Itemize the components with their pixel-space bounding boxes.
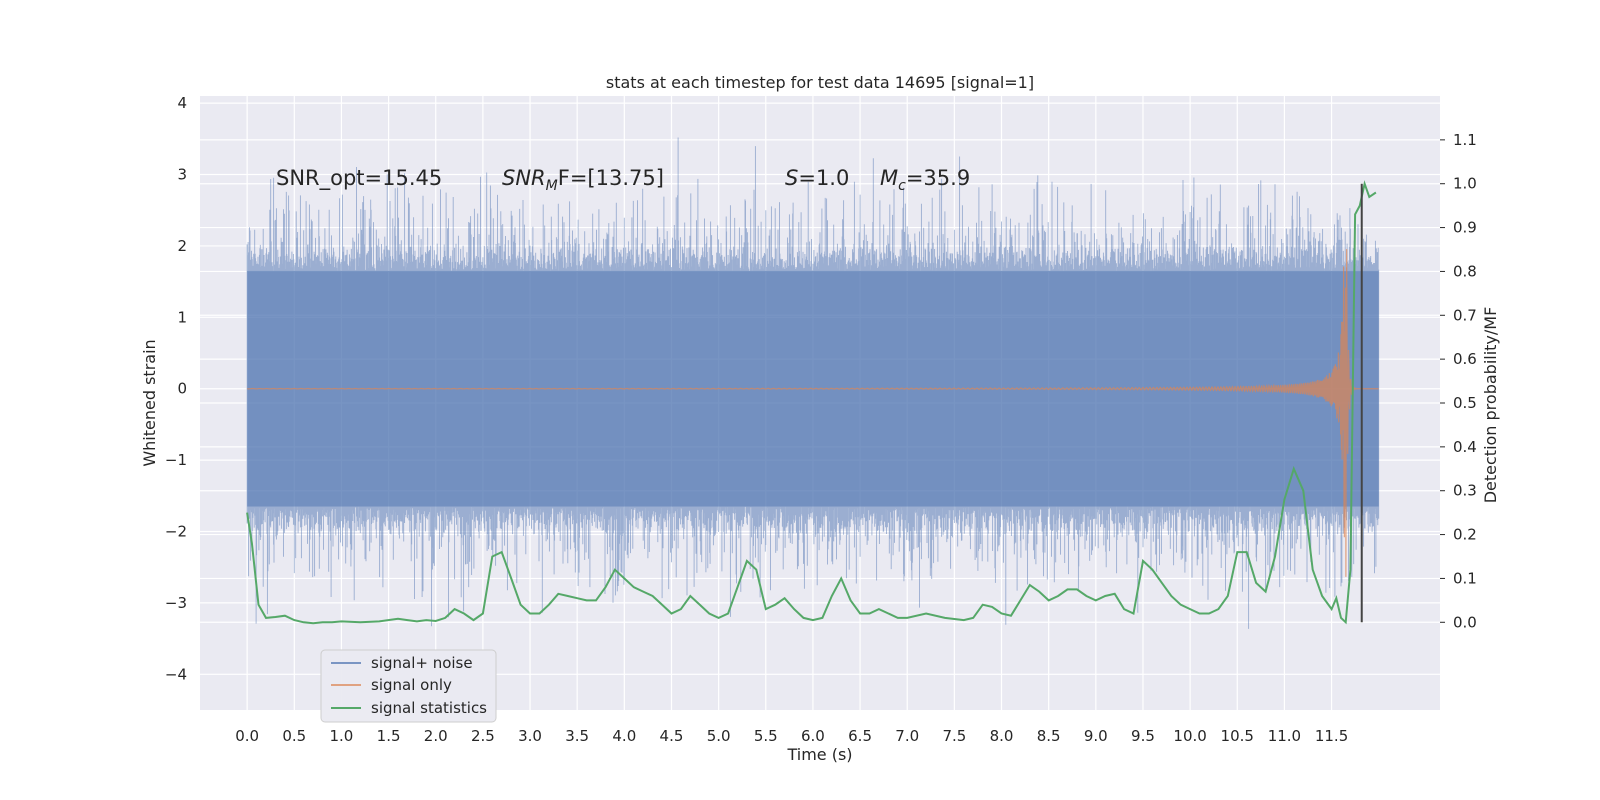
- x-tick-label-19: 9.5: [1131, 727, 1155, 745]
- x-tick-label-21: 10.5: [1221, 727, 1254, 745]
- signal-statistics-series: [246, 180, 1377, 625]
- x-tick-label-11: 5.5: [754, 727, 778, 745]
- annotation-mc-val: =35.9: [906, 166, 970, 190]
- y-right-tick-label-10: 0.1: [1453, 569, 1477, 587]
- x-tick-label-13: 6.5: [848, 727, 872, 745]
- x-tick-label-15: 7.5: [942, 727, 966, 745]
- legend-label-stats: signal statistics: [371, 699, 487, 717]
- y-tick-labels: 4 3 2 1 0 −1 −2 −3 −4: [165, 94, 187, 683]
- y-tick-label-7: −3: [165, 594, 187, 612]
- x-tick-label-2: 1.0: [330, 727, 354, 745]
- y-right-tick-label-4: 0.7: [1453, 306, 1477, 324]
- annotation-s-var: S: [785, 166, 798, 190]
- y-right-tick-label-5: 0.6: [1453, 350, 1477, 368]
- signal-trace: [247, 249, 1379, 577]
- x-tick-label-16: 8.0: [990, 727, 1014, 745]
- y-tick-label-8: −4: [165, 665, 187, 683]
- chart-title: stats at each timestep for test data 146…: [606, 73, 1034, 92]
- y-right-tick-label-9: 0.2: [1453, 526, 1477, 544]
- x-tick-label-7: 3.5: [565, 727, 589, 745]
- y-right-axis-label: Detection probability/MF: [1481, 307, 1500, 504]
- annotation-snr-mf: SNRMF=[13.75]: [502, 166, 664, 194]
- y-tick-label-6: −2: [165, 523, 187, 541]
- x-tick-label-18: 9.0: [1084, 727, 1108, 745]
- annotation-snr-mf-sub: M: [546, 178, 558, 194]
- x-tick-label-17: 8.5: [1037, 727, 1061, 745]
- statistics-line: [246, 180, 1377, 625]
- x-tick-label-23: 11.5: [1315, 727, 1348, 745]
- x-tick-label-12: 6.0: [801, 727, 825, 745]
- annotation-mc-sub: c: [898, 178, 906, 194]
- annotation-snr-mf-rest: F=[13.75]: [558, 166, 664, 190]
- y-right-tick-label-1: 1.0: [1453, 175, 1477, 193]
- x-tick-label-8: 4.0: [612, 727, 636, 745]
- x-tick-label-4: 2.0: [424, 727, 448, 745]
- y-tick-label-2: 2: [177, 237, 187, 255]
- y-right-tick-label-7: 0.4: [1453, 438, 1477, 456]
- y-right-tick-label-2: 0.9: [1453, 219, 1477, 237]
- y-right-tick-label-6: 0.5: [1453, 394, 1477, 412]
- legend-label-signal: signal only: [371, 676, 452, 694]
- annotation-s: S=1.0: [785, 166, 849, 190]
- x-tick-label-9: 4.5: [660, 727, 684, 745]
- y-tick-label-4: 0: [177, 380, 187, 398]
- legend-label-noise: signal+ noise: [371, 654, 473, 672]
- x-tick-label-1: 0.5: [282, 727, 306, 745]
- x-tick-label-6: 3.0: [518, 727, 542, 745]
- y-tick-label-1: 3: [177, 166, 187, 184]
- x-tick-label-22: 11.0: [1268, 727, 1301, 745]
- annotation-s-val: =1.0: [798, 166, 849, 190]
- y-axis-label: Whitened strain: [140, 339, 159, 466]
- y-right-tick-label-8: 0.3: [1453, 482, 1477, 500]
- y-tick-label-3: 1: [177, 308, 187, 326]
- legend-box: [320, 649, 497, 723]
- x-axis-label: Time (s): [786, 745, 852, 764]
- y-right-tick-labels: 1.1 1.0 0.9 0.8 0.7 0.6 0.5 0.4 0.3 0.2 0.1 0.0: [1440, 131, 1477, 631]
- annotation-mc-var: M: [880, 166, 898, 190]
- signal-only-series: [247, 249, 1379, 577]
- annotation-mc: Mc=35.9: [880, 166, 970, 194]
- x-tick-label-0: 0.0: [235, 727, 259, 745]
- y-tick-label-5: −1: [165, 451, 187, 469]
- x-tick-label-10: 5.0: [707, 727, 731, 745]
- x-tick-label-14: 7.0: [895, 727, 919, 745]
- y-tick-label-0: 4: [177, 94, 187, 112]
- annotation-snr-opt: SNR_opt=15.45: [276, 166, 442, 191]
- y-right-tick-label-3: 0.8: [1453, 262, 1477, 280]
- y-right-tick-label-11: 0.0: [1453, 613, 1477, 631]
- legend: signal+ noise signal only signal statist…: [320, 649, 497, 723]
- x-tick-label-3: 1.5: [377, 727, 401, 745]
- x-tick-label-20: 10.0: [1173, 727, 1206, 745]
- x-tick-label-5: 2.5: [471, 727, 495, 745]
- annotation-snr-mf-main: SNR: [502, 166, 546, 190]
- x-tick-labels: 0.0 0.5 1.0 1.5 2.0 2.5 3.0 3.5 4.0 4.5 5.0 5.5 6.0 6…: [235, 727, 1348, 745]
- y-right-tick-label-0: 1.1: [1453, 131, 1477, 149]
